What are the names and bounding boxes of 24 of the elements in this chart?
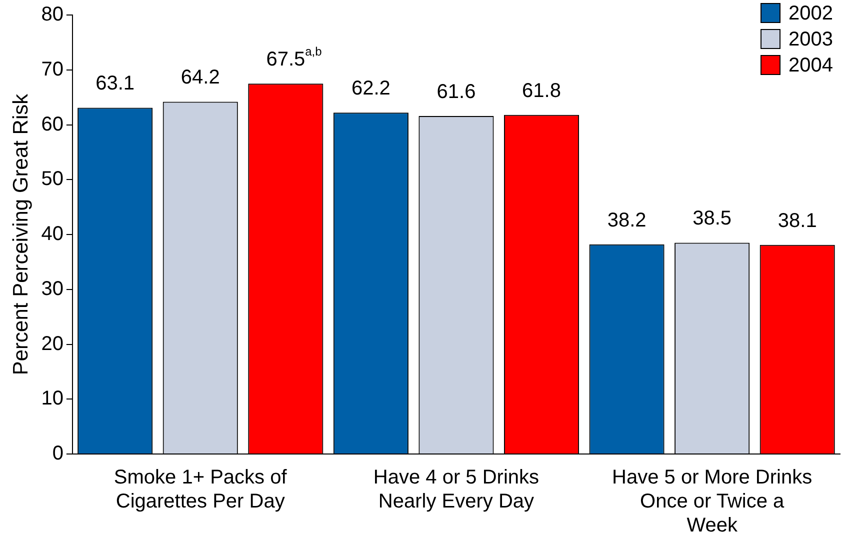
data-label: 38.2 [607, 209, 646, 232]
data-label: 38.5 [692, 208, 732, 230]
y-tick-label: 60 [41, 113, 64, 136]
x-tick-label: Have 5 or More Drinks Once or Twice a Week [612, 466, 812, 537]
data-label: 63.1 [96, 72, 135, 95]
data-label: 61.6 [436, 80, 476, 103]
y-tick-label: 40 [41, 223, 64, 246]
data-label: 62.2 [351, 78, 390, 100]
x-tick-label: Have 4 or 5 Drinks Nearly Every Day [373, 466, 540, 513]
y-tick-label: 30 [41, 278, 64, 300]
data-label: 38.1 [778, 210, 817, 232]
legend-label: 2002 [788, 2, 834, 25]
y-tick-label: 80 [41, 4, 64, 26]
y-tick-label: 0 [52, 442, 64, 465]
y-tick-label: 50 [41, 168, 64, 190]
x-tick-label: Smoke 1+ Packs of Cigarettes Per Day [114, 466, 288, 513]
data-label: 61.8 [522, 80, 561, 102]
data-label: 64.2 [180, 66, 220, 89]
legend-label: 2004 [788, 54, 834, 77]
y-tick-label: 10 [41, 388, 64, 410]
y-axis-title: Percent Perceiving Great Risk [9, 93, 32, 376]
legend-label: 2003 [788, 28, 834, 51]
y-tick-label: 20 [41, 332, 64, 355]
y-tick-label: 70 [41, 58, 64, 80]
